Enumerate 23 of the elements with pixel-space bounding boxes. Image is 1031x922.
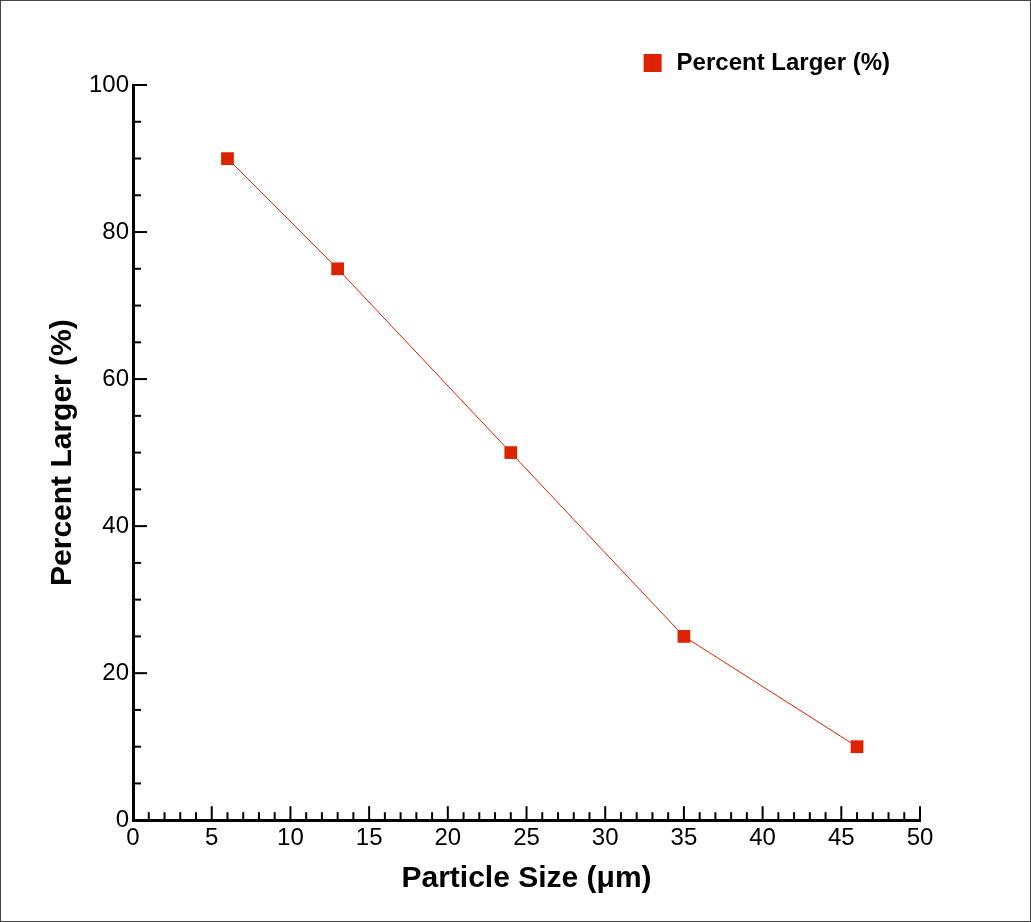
legend-label: Percent Larger (%)	[676, 47, 891, 75]
x-tick-label: 15	[355, 823, 383, 851]
x-tick-label: 5	[205, 823, 219, 851]
y-tick-label: 60	[102, 363, 130, 391]
x-tick-label: 10	[277, 823, 304, 851]
x-tick-label: 50	[906, 823, 934, 851]
x-tick-label: 40	[749, 823, 776, 851]
x-tick-label: 30	[591, 823, 619, 851]
x-tick-label: 45	[827, 823, 855, 851]
point	[850, 740, 864, 754]
y-axis-title: Percent Larger (%)	[44, 319, 78, 586]
x-tick-label: 20	[434, 823, 462, 851]
x-tick-label: 35	[670, 823, 698, 851]
point	[221, 152, 234, 165]
y-tick-label: 20	[102, 657, 130, 685]
y-tick-label: 40	[102, 510, 130, 538]
point	[504, 446, 518, 459]
x-axis-title: Particle Size (μm)	[401, 860, 652, 894]
y-tick-label: 80	[102, 216, 130, 244]
point	[677, 630, 691, 643]
y-tick-label: 100	[89, 69, 130, 97]
x-tick-label: 25	[513, 823, 540, 851]
point	[331, 262, 345, 276]
